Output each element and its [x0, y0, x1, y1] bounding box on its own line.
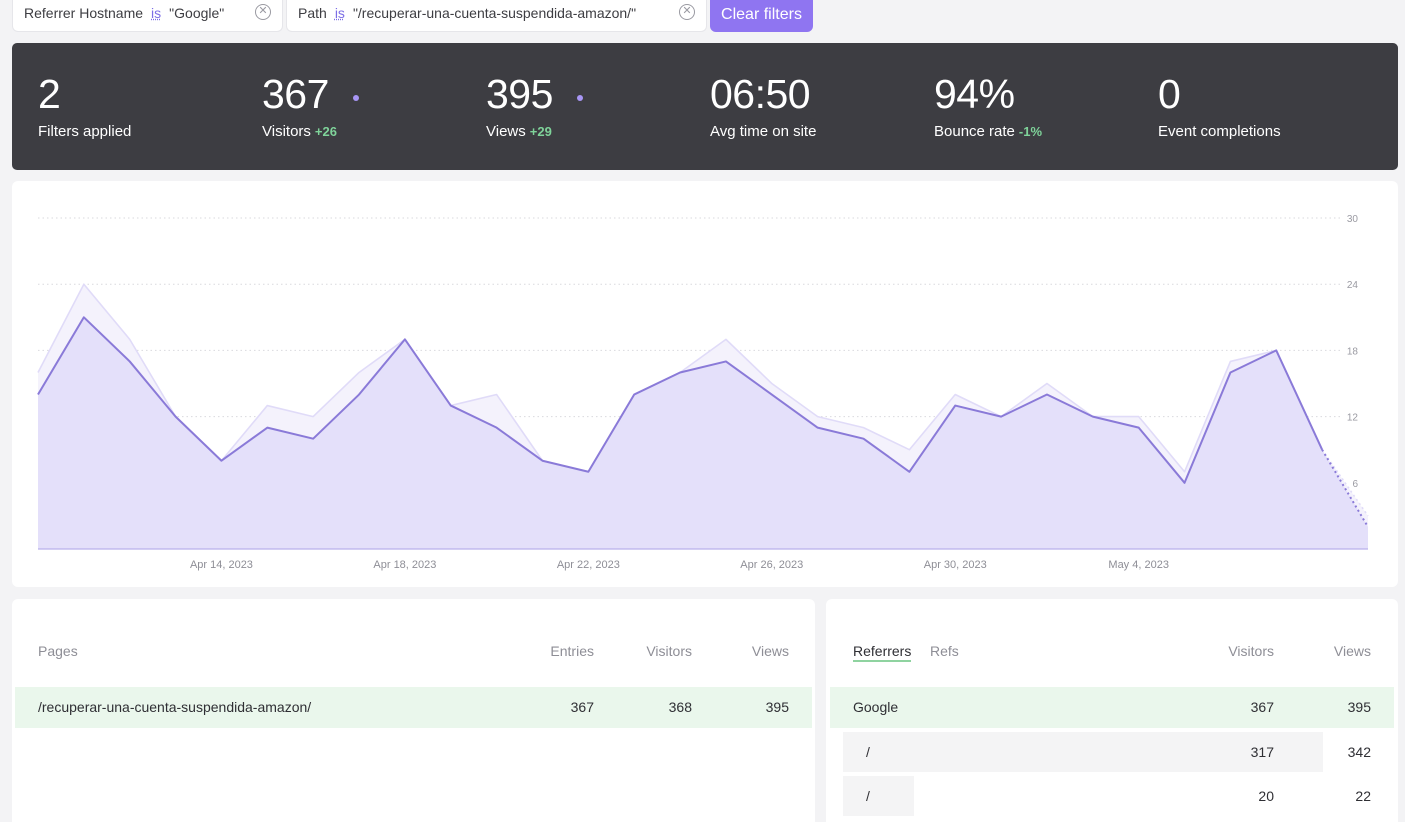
- visitors-header[interactable]: Visitors: [646, 643, 692, 659]
- visitors-value: 317: [1250, 744, 1274, 760]
- tab-referrers-label: Referrers: [853, 643, 912, 662]
- filter-chip-path[interactable]: Path is "/recuperar-una-cuenta-suspendid…: [286, 0, 707, 32]
- stat-label: Filters applied: [38, 123, 132, 140]
- stat-label: Avg time on site: [710, 123, 817, 140]
- share-bar: [843, 776, 914, 816]
- y-tick-label: 18: [1347, 346, 1359, 357]
- visitors-value: 368: [668, 699, 692, 715]
- filter-chip-referrer[interactable]: Referrer Hostname is "Google" ✕: [12, 0, 283, 32]
- table-row[interactable]: /recuperar-una-cuenta-suspendida-amazon/…: [15, 687, 812, 728]
- table-row[interactable]: Google 367 395: [830, 687, 1394, 728]
- traffic-chart[interactable]: 6 12 18 24 30 Apr 14, 2023 Apr 18, 2023 Apr 22,…: [12, 181, 1398, 587]
- pages-header: Pages: [38, 643, 78, 659]
- stat-delta: -1%: [1018, 124, 1043, 139]
- table-row[interactable]: / 20 22: [830, 776, 1394, 816]
- series-dot-icon: [353, 95, 359, 101]
- x-tick-label: Apr 14, 2023: [190, 559, 253, 571]
- filter-field: Referrer Hostname: [24, 4, 144, 21]
- y-tick-label: 6: [1352, 479, 1358, 490]
- filter-operator[interactable]: is: [151, 4, 162, 21]
- remove-filter-icon[interactable]: ✕: [255, 4, 271, 20]
- stat-value: 0: [1158, 71, 1181, 117]
- views-value: 342: [1347, 744, 1371, 760]
- share-bar: [843, 732, 1323, 772]
- stat-value: 367: [262, 71, 329, 117]
- filter-field: Path: [298, 4, 327, 21]
- y-tick-label: 12: [1347, 413, 1359, 424]
- pages-panel: Pages Entries Visitors Views /recuperar-…: [12, 599, 815, 822]
- x-tick-label: Apr 26, 2023: [740, 559, 803, 571]
- visitors-value: 367: [1250, 699, 1274, 715]
- views-value: 395: [1347, 699, 1371, 715]
- stat-label: Visitors: [262, 123, 311, 140]
- views-header[interactable]: Views: [1333, 643, 1371, 659]
- series-line: [37, 316, 1324, 484]
- stats-band: 2 Filters applied 367 Visitors +26 395 Vi…: [12, 43, 1398, 170]
- series-line-incomplete: [1321, 449, 1369, 517]
- y-tick-label: 24: [1347, 280, 1359, 291]
- stat-delta: +26: [314, 124, 337, 139]
- tab-refs[interactable]: Refs: [930, 643, 959, 659]
- stat-label: Event completions: [1158, 123, 1281, 140]
- entries-header[interactable]: Entries: [550, 643, 594, 659]
- x-tick-label: Apr 22, 2023: [557, 559, 620, 571]
- visitors-value: 20: [1258, 788, 1274, 804]
- x-tick-label: May 4, 2023: [1108, 559, 1169, 571]
- visitors-header[interactable]: Visitors: [1228, 643, 1274, 659]
- stat-label: Bounce rate: [934, 123, 1015, 140]
- page-path[interactable]: /recuperar-una-cuenta-suspendida-amazon/: [38, 699, 312, 715]
- views-header[interactable]: Views: [751, 643, 789, 659]
- filter-value: "/recuperar-una-cuenta-suspendida-amazon…: [352, 4, 637, 21]
- series-dot-icon: [577, 95, 583, 101]
- filter-operator[interactable]: is: [334, 4, 345, 21]
- referrers-panel: Referrers Refs Visitors Views Google 367…: [826, 599, 1398, 822]
- referrer-path[interactable]: /: [866, 788, 870, 804]
- filter-value: "Google": [169, 4, 225, 21]
- stat-value: 2: [38, 71, 61, 117]
- x-tick-label: Apr 30, 2023: [924, 559, 987, 571]
- views-value: 395: [765, 699, 789, 715]
- views-value: 22: [1355, 788, 1371, 804]
- remove-filter-icon[interactable]: ✕: [679, 4, 695, 20]
- stat-label: Views: [486, 123, 526, 140]
- stat-value: 94%: [934, 71, 1015, 117]
- stat-value: 06:50: [710, 71, 811, 117]
- x-tick-label: Apr 18, 2023: [373, 559, 436, 571]
- referrer-path[interactable]: /: [866, 744, 870, 760]
- stat-delta: +29: [529, 124, 552, 139]
- clear-filters-button[interactable]: Clear filters: [710, 0, 813, 32]
- table-row[interactable]: / 317 342: [830, 732, 1394, 772]
- y-tick-label: 30: [1347, 214, 1359, 225]
- entries-value: 367: [570, 699, 594, 715]
- series-area: [38, 317, 1368, 549]
- referrer-name[interactable]: Google: [853, 699, 899, 715]
- stat-value: 395: [486, 71, 553, 117]
- tab-referrers[interactable]: Referrers: [853, 643, 912, 662]
- traffic-chart-panel: 6 12 18 24 30 Apr 14, 2023 Apr 18, 2023 Apr 22,…: [12, 181, 1398, 587]
